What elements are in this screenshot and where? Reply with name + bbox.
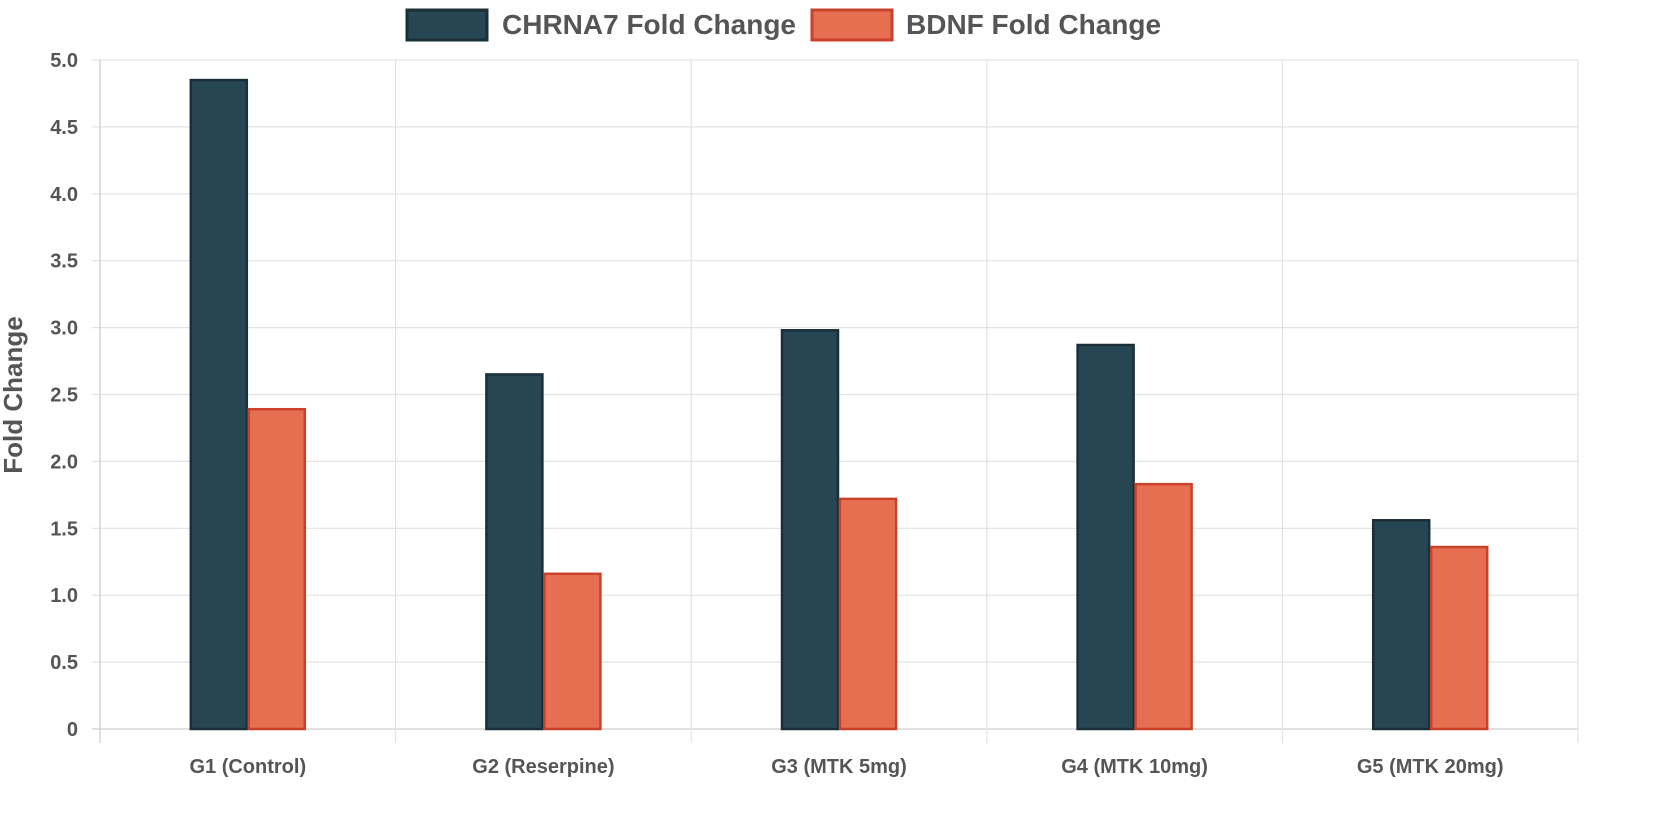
y-tick-label: 1.0 — [50, 585, 78, 607]
legend-swatch — [810, 8, 894, 42]
y-tick-label: 3.0 — [50, 318, 78, 340]
x-tick-label: G1 (Control) — [189, 756, 306, 778]
x-tick-label: G2 (Reserpine) — [472, 756, 614, 778]
legend-label: CHRNA7 Fold Change — [502, 9, 796, 40]
x-tick-label: G5 (MTK 20mg) — [1357, 756, 1504, 778]
y-tick-label: 1.5 — [50, 518, 78, 540]
legend-label: BDNF Fold Change — [906, 9, 1161, 40]
bar-bdnf[interactable] — [1429, 545, 1489, 731]
y-axis-title: Fold Change — [0, 316, 28, 473]
bar-chrna7[interactable] — [1076, 343, 1135, 731]
legend-item-chrna7[interactable]: CHRNA7 Fold Change — [405, 8, 796, 42]
bars — [189, 78, 1489, 731]
x-tick-label: G3 (MTK 5mg) — [771, 756, 907, 778]
bar-bdnf[interactable] — [247, 407, 307, 731]
bar-chrna7[interactable] — [485, 373, 544, 731]
bar-chrna7[interactable] — [1371, 519, 1431, 731]
y-tick-label: 0 — [67, 719, 78, 741]
y-tick-label: 0.5 — [50, 652, 78, 674]
tick-labels: 0 0.5 1.0 1.5 2.0 2.5 3.0 3.5 4.0 4.5 5.0 G1 (Contr… — [50, 50, 1503, 778]
y-tick-label: 2.0 — [50, 451, 78, 473]
bar-bdnf[interactable] — [543, 572, 602, 731]
legend-swatch — [405, 8, 489, 42]
legend-item-bdnf[interactable]: BDNF Fold Change — [810, 8, 1161, 42]
y-tick-label: 4.0 — [50, 184, 78, 206]
bar-chrna7[interactable] — [780, 329, 840, 731]
legend[interactable]: CHRNA7 Fold Change BDNF Fold Change — [405, 8, 1161, 42]
y-tick-label: 4.5 — [50, 117, 78, 139]
y-tick-label: 5.0 — [50, 50, 78, 72]
bar-chrna7[interactable] — [189, 78, 249, 731]
y-tick-label: 2.5 — [50, 385, 78, 407]
bar-bdnf[interactable] — [838, 497, 898, 731]
y-tick-label: 3.5 — [50, 251, 78, 273]
x-tick-label: G4 (MTK 10mg) — [1061, 756, 1208, 778]
bar-bdnf[interactable] — [1134, 482, 1193, 731]
